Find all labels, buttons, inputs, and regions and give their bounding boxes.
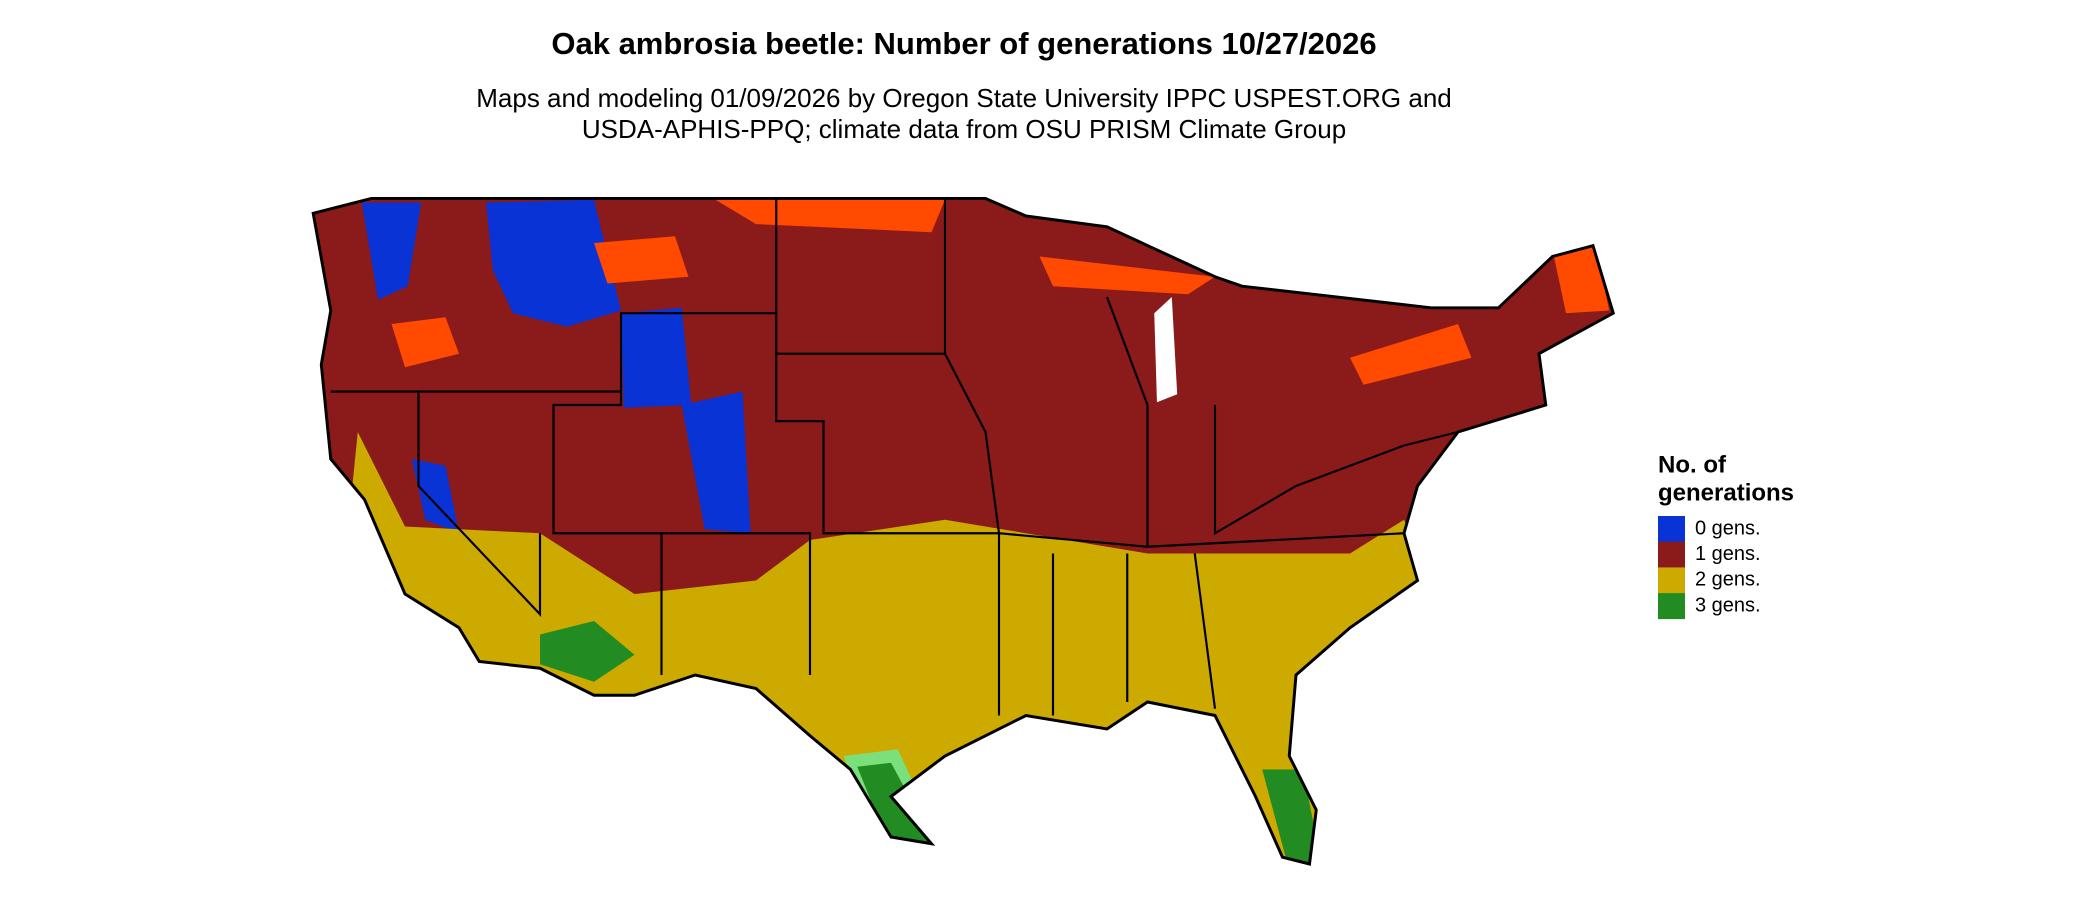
us-outline	[311, 196, 1616, 866]
region-light	[715, 199, 945, 233]
region-light	[1039, 256, 1215, 295]
legend-swatch	[1658, 567, 1685, 594]
state-borders	[330, 198, 1459, 716]
legend-label: 2 gens.	[1695, 569, 1761, 591]
legend-swatch	[1658, 516, 1685, 542]
region-0-gen	[361, 202, 422, 300]
region-3-gen	[540, 621, 635, 682]
region-light	[1552, 245, 1610, 314]
title: Oak ambrosia beetle: Number of generatio…	[551, 26, 1376, 61]
region-0-gen	[411, 459, 459, 534]
region-0-gen	[681, 391, 751, 534]
subtitle: Maps and modeling 01/09/2026 by Oregon S…	[476, 83, 1452, 113]
region-2-gen	[351, 432, 1432, 865]
region-0-gen	[486, 199, 621, 327]
legend-swatch	[1658, 541, 1685, 568]
legend-label: 3 gens.	[1695, 594, 1761, 616]
legend-title: No. of	[1658, 451, 1727, 478]
legend: 0 gens. 1 gens. 2 gens. 3 gens.	[1658, 516, 1761, 620]
legend-swatch	[1658, 593, 1685, 620]
lake	[1154, 297, 1178, 403]
legend-label: 1 gens.	[1695, 543, 1761, 565]
region-0-gen	[621, 307, 692, 408]
legend-label: 0 gens.	[1695, 517, 1761, 539]
region-light	[1350, 324, 1472, 385]
region-light	[594, 236, 689, 284]
us-map	[311, 196, 1616, 866]
subtitle: USDA-APHIS-PPQ; climate data from OSU PR…	[582, 114, 1346, 144]
legend-title: generations	[1658, 479, 1794, 506]
region-light	[391, 317, 459, 368]
